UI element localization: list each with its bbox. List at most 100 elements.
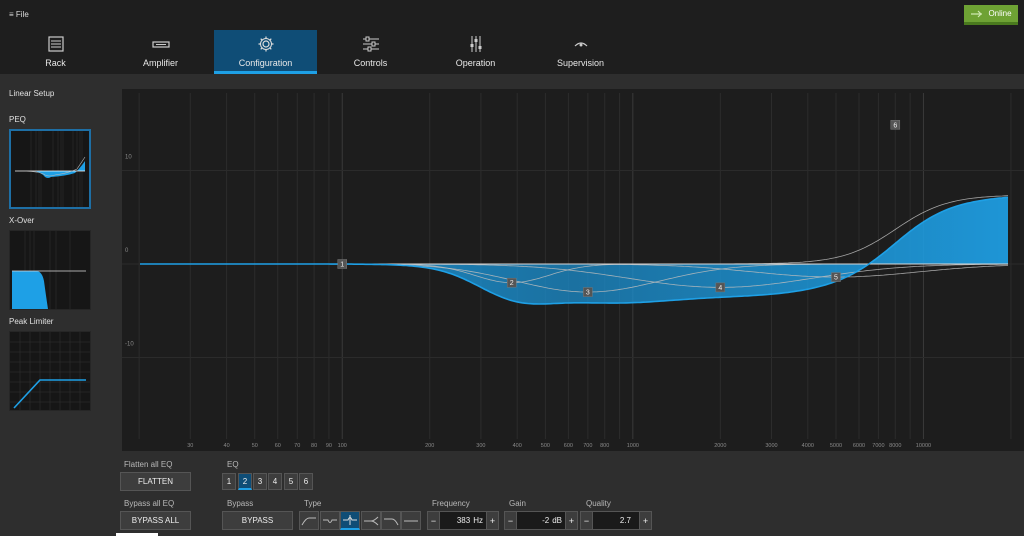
- x-tick-label: 400: [513, 443, 522, 449]
- type-flat-button[interactable]: [401, 511, 421, 530]
- gain-stepper: − -2 dB +: [504, 511, 578, 530]
- x-tick-label: 50: [252, 443, 258, 449]
- gain-unit: dB: [552, 516, 562, 525]
- x-tick-label: 6000: [853, 443, 865, 449]
- sidebar-item-peak-limiter[interactable]: [9, 331, 91, 411]
- tab-supervision[interactable]: Supervision: [529, 30, 632, 74]
- x-tick-label: 80: [311, 443, 317, 449]
- bypass-button[interactable]: BYPASS: [222, 511, 293, 530]
- x-tick-label: 7000: [872, 443, 884, 449]
- band-marker[interactable]: 6: [890, 120, 901, 130]
- x-tick-label: 2000: [714, 443, 726, 449]
- x-tick-label: 100: [338, 443, 347, 449]
- y-tick-label: -10: [125, 342, 134, 348]
- gain-decrease-button[interactable]: −: [504, 511, 517, 530]
- file-menu[interactable]: ≡ File: [9, 10, 29, 19]
- band-marker[interactable]: 4: [715, 282, 726, 293]
- sidebar-item-xover[interactable]: [9, 230, 91, 310]
- svg-text:5: 5: [834, 275, 838, 282]
- y-tick-label: 0: [125, 248, 129, 254]
- quality-increase-button[interactable]: +: [639, 511, 652, 530]
- band-marker[interactable]: 5: [831, 272, 841, 282]
- eq-button-3[interactable]: 3: [253, 473, 267, 490]
- sidebar-section-title: Linear Setup: [9, 89, 55, 98]
- frequency-label: Frequency: [432, 499, 470, 508]
- svg-text:2: 2: [510, 280, 514, 287]
- x-tick-label: 10000: [916, 443, 931, 449]
- bypass-label: Bypass: [227, 499, 254, 508]
- bypass-all-label: Bypass all EQ: [124, 499, 175, 508]
- faders-icon: [466, 34, 486, 54]
- quality-input[interactable]: 2.7: [593, 511, 639, 530]
- gain-increase-button[interactable]: +: [565, 511, 578, 530]
- frequency-input[interactable]: 383 Hz: [440, 511, 486, 530]
- x-tick-label: 300: [476, 443, 485, 449]
- x-tick-label: 700: [583, 443, 592, 449]
- x-tick-label: 3000: [765, 443, 777, 449]
- x-tick-label: 8000: [889, 443, 901, 449]
- online-label: Online: [988, 9, 1012, 18]
- scroll-indicator: [116, 533, 158, 536]
- band-marker[interactable]: 1: [337, 259, 347, 269]
- gain-label: Gain: [509, 499, 526, 508]
- quality-label: Quality: [586, 499, 611, 508]
- sidebar: Linear Setup PEQ X-Over Peak Limiter: [0, 74, 118, 536]
- type-low-pass-button[interactable]: [381, 511, 401, 530]
- x-tick-label: 90: [326, 443, 332, 449]
- flat-icon: [404, 520, 418, 521]
- low-pass-icon: [384, 518, 399, 525]
- svg-text:6: 6: [893, 122, 897, 129]
- eye-icon: [571, 34, 591, 54]
- quality-stepper: − 2.7 +: [580, 511, 652, 530]
- quality-value: 2.7: [619, 516, 631, 525]
- flatten-button[interactable]: FLATTEN: [120, 472, 191, 491]
- y-tick-label: 10: [125, 155, 132, 161]
- tab-amplifier[interactable]: Amplifier: [109, 30, 212, 74]
- x-tick-label: 60: [275, 443, 281, 449]
- type-low-shelf-button[interactable]: [299, 511, 319, 530]
- gain-value: -2: [542, 516, 550, 525]
- tab-operation-label: Operation: [455, 58, 496, 68]
- eq-button-1[interactable]: 1: [222, 473, 236, 490]
- tab-amplifier-label: Amplifier: [142, 58, 178, 68]
- tab-controls[interactable]: Controls: [319, 30, 422, 74]
- type-peaking-button[interactable]: [340, 511, 360, 530]
- x-tick-label: 40: [224, 443, 230, 449]
- tab-rack[interactable]: Rack: [4, 30, 107, 74]
- arrow-right-icon: [971, 10, 983, 17]
- eq-response-graph[interactable]: 10 0 -10 30 40 50 60 70 80 90 100 200 300 400 500 600 7…: [122, 89, 1024, 451]
- type-notch-button[interactable]: [320, 511, 340, 530]
- main-nav: Rack Amplifier Configuration Controls Op…: [0, 30, 1024, 74]
- sidebar-item-peq[interactable]: [9, 129, 91, 209]
- band-marker[interactable]: 3: [583, 287, 593, 297]
- eq-response-plot[interactable]: 100-10 30 40 50 60 70 80 90 100 200 300 400 500 600 7…: [122, 89, 1024, 451]
- eq-button-2[interactable]: 2: [238, 473, 252, 490]
- top-bar: ≡ File Online Rack Amplifier Configurati…: [0, 0, 1024, 74]
- svg-text:1: 1: [340, 262, 344, 269]
- amplifier-icon: [151, 34, 171, 54]
- total-response-curve: [140, 196, 1009, 305]
- eq-button-6[interactable]: 6: [299, 473, 313, 490]
- type-high-shelf-button[interactable]: [361, 511, 381, 530]
- x-tick-label: 5000: [830, 443, 842, 449]
- x-tick-label: 30: [187, 443, 193, 449]
- eq-button-4[interactable]: 4: [268, 473, 282, 490]
- frequency-decrease-button[interactable]: −: [427, 511, 440, 530]
- online-button[interactable]: Online: [964, 5, 1018, 25]
- tab-operation[interactable]: Operation: [424, 30, 527, 74]
- band-marker[interactable]: 2: [506, 277, 517, 288]
- eq-label: EQ: [227, 460, 239, 469]
- tab-supervision-label: Supervision: [556, 58, 605, 68]
- frequency-increase-button[interactable]: +: [486, 511, 499, 530]
- quality-decrease-button[interactable]: −: [580, 511, 593, 530]
- gear-icon: [256, 34, 276, 54]
- tab-configuration[interactable]: Configuration: [214, 30, 317, 74]
- band-curve: [140, 195, 1009, 265]
- frequency-unit: Hz: [473, 516, 483, 525]
- x-tick-label: 600: [564, 443, 573, 449]
- eq-button-5[interactable]: 5: [284, 473, 298, 490]
- x-tick-label: 1000: [627, 443, 639, 449]
- gain-input[interactable]: -2 dB: [517, 511, 565, 530]
- bypass-all-button[interactable]: BYPASS ALL: [120, 511, 191, 530]
- sidebar-item-peak-limiter-label: Peak Limiter: [9, 317, 54, 326]
